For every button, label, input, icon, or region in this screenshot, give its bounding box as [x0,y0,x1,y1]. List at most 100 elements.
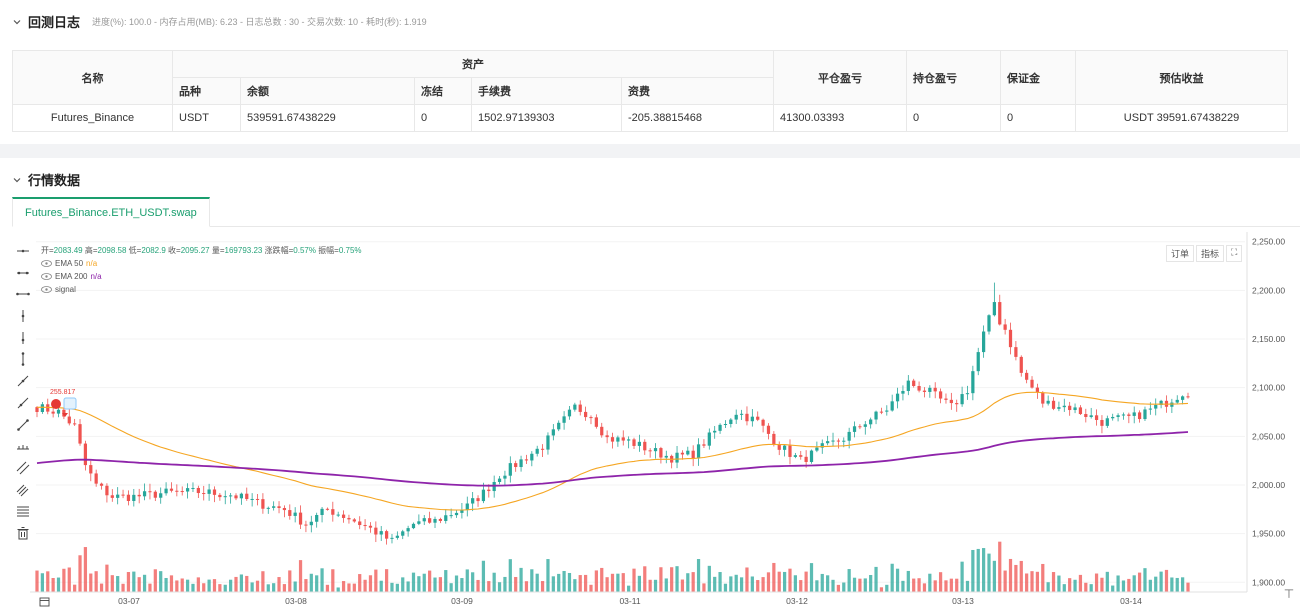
candle [180,486,184,496]
volume-bar [67,567,71,592]
volume-bar [395,583,399,592]
col-header-balance: 余额 [240,77,415,105]
volume-bar [78,555,82,592]
candlestick-chart[interactable]: 1,900.00 1,950.00 2,000.00 2,050.00 2,100.00… [0,232,1300,615]
candle [777,441,781,456]
candle [411,522,416,530]
volume-bar [121,583,125,592]
volume-bar [1084,582,1088,592]
candle [1175,395,1179,404]
volume-bar [175,580,179,592]
volume-bar [272,583,276,592]
volume-bar [261,571,265,592]
x-tick-label: 03-13 [952,596,974,606]
candle [632,437,636,449]
candle [121,489,125,499]
indicators-button[interactable]: 指标 [1196,245,1225,262]
volume-bar [960,561,964,592]
volume-bar [992,560,996,592]
chart-grid [36,241,1245,583]
volume-bar [901,580,905,592]
candle [944,393,948,404]
col-header-closed-pnl: 平仓盈亏 [773,50,907,105]
candle [110,489,114,502]
candle [524,454,529,465]
eye-icon[interactable] [41,286,52,293]
parallel-channel-icon[interactable] [14,459,32,477]
trend-line-icon[interactable] [14,372,32,390]
volume-bar [218,584,222,592]
candle [917,381,921,393]
candle [476,495,480,507]
volume-bar [1003,570,1007,592]
tab-eth-usdt-swap[interactable]: Futures_Binance.ETH_USDT.swap [12,197,210,227]
volume-bar [35,570,39,592]
candle [234,493,238,501]
fibonacci-icon[interactable] [14,481,32,499]
volume-bar [1019,560,1023,592]
candle [1030,376,1034,389]
volume-bar [487,581,491,592]
segment-line-icon[interactable] [14,416,32,434]
eye-icon[interactable] [41,260,52,267]
volume-bar [476,579,480,592]
volume-bar [696,559,701,592]
eye-icon[interactable] [41,273,52,280]
horizontal-line-icon[interactable] [14,242,32,260]
candle [331,501,335,522]
volume-bar [718,572,722,592]
volume-bar [1127,578,1131,592]
expand-icon[interactable]: ⛶ [1226,245,1243,262]
volume-bar [616,573,620,592]
volume-bar [987,553,991,592]
vertical-line-icon[interactable] [14,307,32,325]
candle [551,424,555,441]
candle [955,399,959,412]
vertical-ray-icon[interactable] [14,329,32,347]
volume-bar [772,562,776,592]
volume-bar [1121,580,1126,592]
horizontal-segment-icon[interactable] [14,285,32,303]
trash-icon[interactable] [14,524,32,542]
market-data-header[interactable]: 行情数据 [12,170,80,189]
legend-signal[interactable]: signal [41,283,362,296]
fib-levels-icon[interactable] [14,502,32,520]
chart-legend: 开=2083.49 高=2098.58 低=2082.9 收=2095.27 量… [41,244,362,296]
legend-ema50[interactable]: EMA 50 n/a [41,257,362,270]
candle [341,510,346,523]
volume-bar [562,570,566,592]
volume-bar [723,583,728,592]
volume-bar [94,571,98,592]
volume-bar [895,568,900,592]
candle [1127,412,1131,424]
orders-button[interactable]: 订单 [1166,245,1195,262]
candle [250,493,254,507]
col-header-assets: 资产 [172,50,774,78]
volume-bar [245,575,249,592]
volume-bar [390,582,394,592]
candle [159,487,163,504]
volume-bar [132,571,136,592]
price-line-icon[interactable] [14,437,32,455]
candle [890,394,894,412]
volume-bar [169,575,174,592]
volume-bar [842,582,846,592]
volume-bar [831,579,835,592]
vertical-segment-icon[interactable] [14,350,32,368]
chevron-down-icon [13,177,21,182]
legend-ema200[interactable]: EMA 200 n/a [41,270,362,283]
volume-bar [234,576,238,592]
candle [1041,391,1045,408]
volume-bar [433,577,437,592]
y-tick-label: 2,100.00 [1252,383,1285,393]
ray-line-icon[interactable] [14,394,32,412]
horizontal-ray-icon[interactable] [14,264,32,282]
scroll-to-top-icon[interactable]: ⊤ [1283,587,1295,601]
volume-bar [557,573,561,592]
backtest-log-header[interactable]: 回测日志 进度(%): 100.0 - 内存占用(MB): 6.23 - 日志总… [12,12,427,31]
volume-bar [686,573,690,592]
volume-bar [912,578,916,592]
volume-bar [202,583,206,592]
volume-bar [836,584,841,592]
candle [960,386,964,407]
